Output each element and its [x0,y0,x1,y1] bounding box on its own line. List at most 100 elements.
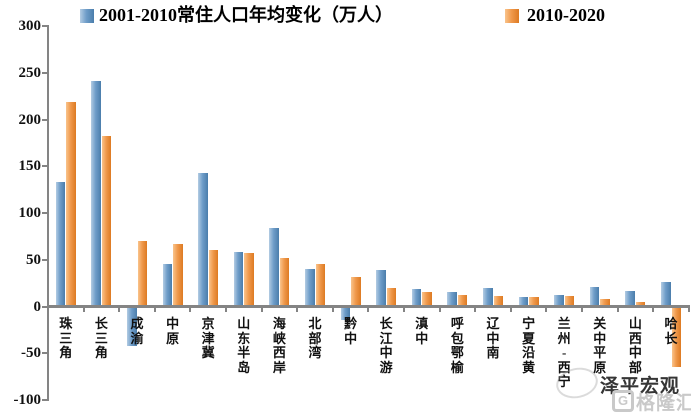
bar [137,241,147,307]
x-tick-mark [47,308,49,312]
bar [376,270,386,307]
bar [233,252,244,307]
bar [483,287,493,307]
legend-swatch-2001-2010 [80,9,94,23]
x-axis-label: 山 东 半 岛 [237,316,251,375]
bar [340,306,351,320]
x-axis-label: 北 部 湾 [308,316,322,360]
y-tick-mark [42,258,47,261]
bar [447,291,457,307]
x-tick-mark [331,308,334,312]
bar [625,290,635,307]
bar [351,276,361,307]
bar [422,291,432,307]
bar [518,297,529,307]
y-tick-mark [42,399,47,401]
y-tick-mark [42,71,47,74]
y-tick-label: 50 [26,251,41,268]
x-axis-line [47,305,690,308]
x-axis-label: 兰 州 - 西 宁 [557,316,571,389]
bar [55,182,66,307]
bar [127,306,137,346]
y-tick-label: 0 [33,298,42,315]
x-axis-label: 呼 包 鄂 榆 [450,316,464,375]
legend-label-2010-2020: 2010-2020 [527,5,605,25]
y-tick-label: 300 [18,18,42,34]
x-axis-label: 滇 中 [415,316,429,346]
bar [493,296,503,307]
x-axis-label: 中 原 [166,316,180,346]
bar [162,264,173,307]
x-tick-mark [545,308,548,312]
legend-label-2001-2010: 2001-2010常住人口年均变化（万人） [99,5,393,25]
y-tick-label: 250 [18,64,42,81]
x-tick-mark [687,308,690,312]
legend-swatch-2010-2020 [505,9,519,23]
bar [529,297,539,307]
y-tick-label: -100 [13,392,42,408]
x-tick-mark [474,308,477,312]
y-tick-mark [42,165,47,168]
y-tick-label: -50 [21,345,41,362]
x-tick-mark [438,308,441,312]
bar [244,253,254,307]
bar [91,81,101,307]
x-axis-label: 成 渝 [130,316,144,346]
x-tick-mark [509,308,512,312]
x-axis-label: 哈 长 [664,316,678,346]
bar [554,295,564,307]
bar [305,269,315,307]
bar [173,243,183,307]
bar [411,288,422,307]
x-axis-label: 辽 中 南 [486,316,500,360]
y-tick-mark [42,118,47,121]
bar [66,101,76,307]
x-tick-mark [403,308,405,312]
y-tick-mark [42,212,47,214]
bar [671,306,681,368]
bar [101,136,112,307]
x-tick-mark [189,308,192,312]
x-tick-mark [616,308,619,312]
bar [661,282,671,307]
y-tick-label: 150 [18,158,42,175]
x-axis-label: 长 三 角 [94,316,108,360]
bar [315,264,325,307]
y-tick-label: 100 [18,205,42,221]
x-axis-label: 宁 夏 沿 黄 [522,316,536,375]
gelonghui-logo-icon: G [612,390,634,412]
y-tick-mark [42,305,47,308]
x-axis-label: 珠 三 角 [59,316,73,360]
y-axis-line [47,25,49,401]
x-axis-label: 海 峡 西 岸 [272,316,286,375]
bar [198,172,208,307]
gelonghui-logo-text: 格隆汇 [636,393,691,413]
bar [386,287,397,307]
x-axis-label: 京 津 冀 [201,316,215,360]
x-tick-mark [118,308,121,312]
x-tick-mark [296,308,299,312]
bar [589,286,600,307]
y-tick-mark [42,352,47,355]
x-tick-mark [581,308,583,312]
x-tick-mark [260,308,263,312]
bar [208,250,219,307]
x-axis-label: 山 西 中 部 [628,316,642,375]
bar [279,257,290,307]
y-tick-mark [42,25,47,27]
x-axis-label: 关 中 平 原 [593,316,607,375]
bar [269,227,279,307]
bar [635,301,646,307]
y-tick-label: 200 [18,111,42,128]
bar [600,299,610,307]
x-axis-label: 长 江 中 游 [379,316,393,375]
x-axis-label: 黔 中 [344,316,358,346]
bar [564,296,575,307]
x-tick-mark [82,308,85,312]
bar [457,295,468,307]
x-tick-mark [153,308,156,312]
x-tick-mark [652,308,655,312]
x-tick-mark [367,308,370,312]
x-tick-mark [225,308,227,312]
